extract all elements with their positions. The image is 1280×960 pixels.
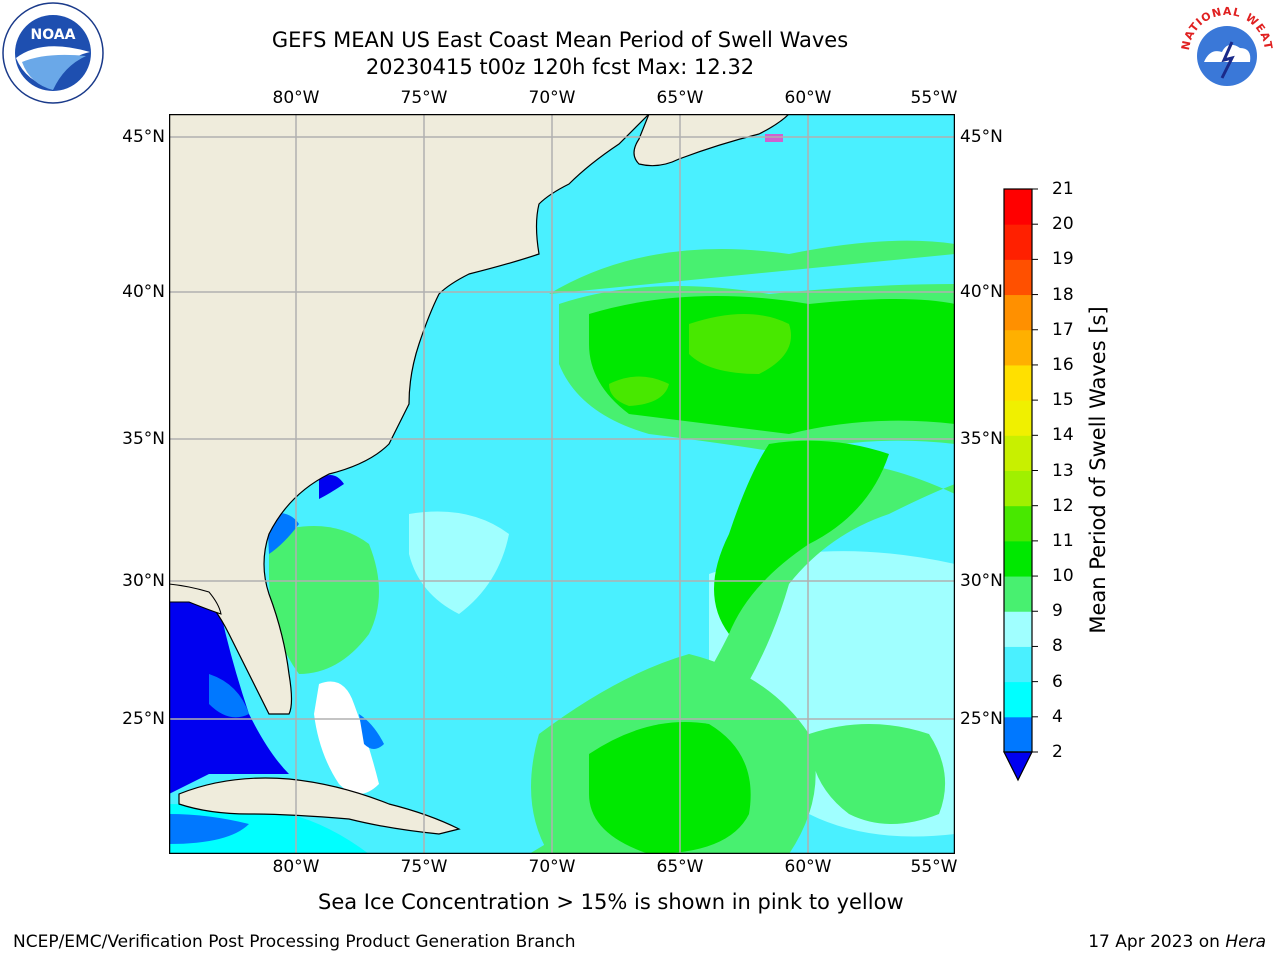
lon-label-bottom-80w: 80°W xyxy=(272,857,320,877)
colorbar-tick-12: 12 xyxy=(1052,495,1074,516)
lon-label-bottom-55w: 55°W xyxy=(910,857,958,877)
colorbar-bin-17-18 xyxy=(1004,294,1032,331)
colorbar-bin-10-11 xyxy=(1004,540,1032,577)
colorbar-bin-6-8 xyxy=(1004,646,1032,683)
chart-title: GEFS MEAN US East Coast Mean Period of S… xyxy=(271,28,849,52)
footer-date: 17 Apr 2023 on Hera xyxy=(1088,932,1266,952)
coastal-darkblue-fringe-a xyxy=(319,475,344,499)
lat-label-right-45n: 45°N xyxy=(960,127,1003,147)
lat-label-right-40n: 40°N xyxy=(960,282,1003,302)
nws-logo: NATIONAL WEATHER SERVICE xyxy=(1176,2,1276,102)
colorbar-bin-9-10 xyxy=(1004,576,1032,612)
swell-zone-lightcyan-center xyxy=(409,511,509,614)
colorbar-tick-8: 8 xyxy=(1052,636,1063,657)
lon-label-top-55w: 55°W xyxy=(910,88,958,108)
land-florida-panhandle xyxy=(169,583,222,615)
chart-subtitle: 20230415 t00z 120h fcst Max: 12.32 xyxy=(365,55,755,79)
colorbar-tick-4: 4 xyxy=(1052,706,1063,727)
swell-zone-blue-caribbean xyxy=(169,814,249,844)
land-cuba xyxy=(178,777,461,835)
lat-label-right-30n: 30°N xyxy=(960,571,1003,591)
colorbar-tick-20: 20 xyxy=(1052,214,1074,235)
lat-label-right-35n: 35°N xyxy=(960,429,1003,449)
map-gridlines xyxy=(169,114,955,854)
footer-date-text: 17 Apr 2023 on xyxy=(1088,932,1226,952)
lat-label-left-30n: 30°N xyxy=(122,571,165,591)
colorbar-tick-2: 2 xyxy=(1052,742,1063,762)
colorbar-tick-21: 21 xyxy=(1052,179,1074,199)
noaa-logo-text: NOAA xyxy=(31,27,76,43)
colorbar-tick-11: 11 xyxy=(1052,530,1074,551)
lon-label-bottom-70w: 70°W xyxy=(528,857,576,877)
colorbar-tick-13: 13 xyxy=(1052,460,1074,481)
colorbar-title: Mean Period of Swell Waves [s] xyxy=(1086,306,1110,634)
colorbar-tick-19: 19 xyxy=(1052,249,1074,270)
footer-credit: NCEP/EMC/Verification Post Processing Pr… xyxy=(13,932,576,952)
colorbar-bin-20-21 xyxy=(1004,189,1032,225)
colorbar-bin-14-15 xyxy=(1004,400,1032,436)
colorbar-bin-15-16 xyxy=(1004,364,1032,401)
colorbar-bin-12-13 xyxy=(1004,470,1032,507)
lon-label-bottom-65w: 65°W xyxy=(656,857,704,877)
swell-zone-yellowgreen-b xyxy=(609,376,669,406)
colorbar-bin-19-20 xyxy=(1004,224,1032,260)
map-frame xyxy=(169,114,955,854)
colorbar-tick-9: 9 xyxy=(1052,601,1063,622)
lon-label-bottom-60w: 60°W xyxy=(784,857,832,877)
lon-label-top-80w: 80°W xyxy=(272,88,320,108)
swell-zone-cyan xyxy=(469,511,709,706)
footer-machine: Hera xyxy=(1225,932,1266,952)
colorbar-bin-16-17 xyxy=(1004,329,1032,366)
colorbar-bin-18-19 xyxy=(1004,259,1032,296)
colorbar-bin-4-6 xyxy=(1004,681,1032,718)
colorbar-bin-11-12 xyxy=(1004,505,1032,542)
land-us-east-coast xyxy=(169,114,650,715)
colorbar-tick-6: 6 xyxy=(1052,671,1063,692)
colorbar-tick-14: 14 xyxy=(1052,425,1074,446)
bahamas-blue-edge xyxy=(359,714,384,749)
noaa-logo: NOAA xyxy=(2,2,104,104)
bahamas-banks xyxy=(314,681,379,794)
swell-zone-brightgreen-mid xyxy=(714,440,889,634)
colorbar-tick-18: 18 xyxy=(1052,284,1074,305)
colorbar-bin-8-9 xyxy=(1004,611,1032,647)
colorbar xyxy=(1003,188,1038,782)
lat-label-left-35n: 35°N xyxy=(122,429,165,449)
lat-label-left-45n: 45°N xyxy=(122,127,165,147)
land-nova-scotia xyxy=(633,114,790,167)
colorbar-tick-17: 17 xyxy=(1052,319,1074,340)
swell-zone-brightgreen-south xyxy=(589,722,751,854)
colorbar-bin-2-4 xyxy=(1004,716,1032,753)
swell-zone-cyan-caribbean xyxy=(169,804,369,854)
colorbar-bin-13-14 xyxy=(1004,435,1032,471)
swell-period-map xyxy=(169,114,955,854)
colorbar-extend-triangle xyxy=(1003,751,1033,782)
lat-label-left-40n: 40°N xyxy=(122,282,165,302)
colorbar-tick-15: 15 xyxy=(1052,390,1074,411)
swell-zone-yellowgreen-a xyxy=(689,314,791,374)
lon-label-top-65w: 65°W xyxy=(656,88,704,108)
lat-label-left-25n: 25°N xyxy=(122,709,165,729)
colorbar-tick-16: 16 xyxy=(1052,354,1074,375)
swell-zone-blue-gulf xyxy=(209,674,249,718)
lon-label-top-70w: 70°W xyxy=(528,88,576,108)
sea-ice-note: Sea Ice Concentration > 15% is shown in … xyxy=(318,890,904,914)
sea-ice-patch xyxy=(765,134,783,142)
colorbar-tick-10: 10 xyxy=(1052,566,1074,587)
swell-zone-green-southeast xyxy=(809,724,946,824)
lat-label-right-25n: 25°N xyxy=(960,709,1003,729)
lon-label-top-75w: 75°W xyxy=(400,88,448,108)
lon-label-top-60w: 60°W xyxy=(784,88,832,108)
lon-label-bottom-75w: 75°W xyxy=(400,857,448,877)
